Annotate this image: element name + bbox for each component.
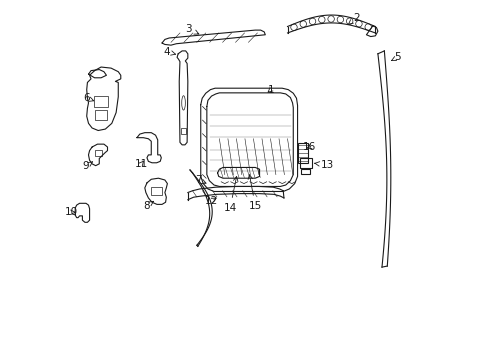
Text: 3: 3 [185,24,199,35]
Text: 7: 7 [195,175,205,185]
Text: 14: 14 [223,176,237,213]
Bar [95,110,107,120]
Text: 2: 2 [347,13,359,24]
Bar [150,187,162,195]
Text: 8: 8 [143,201,153,211]
Bar [297,143,308,163]
Text: 12: 12 [204,196,218,206]
Bar [301,168,310,174]
Text: 5: 5 [391,52,401,62]
Text: 11: 11 [134,159,147,169]
Text: 9: 9 [82,161,92,171]
Bar [94,96,108,107]
Text: 1: 1 [267,85,274,95]
Text: 4: 4 [163,46,175,57]
Bar [94,149,102,156]
Text: 10: 10 [65,207,78,217]
Text: 6: 6 [83,93,94,103]
Bar [300,158,311,168]
Text: 16: 16 [303,142,316,152]
Text: 13: 13 [314,160,333,170]
Bar [180,128,186,134]
Text: 15: 15 [247,175,262,211]
